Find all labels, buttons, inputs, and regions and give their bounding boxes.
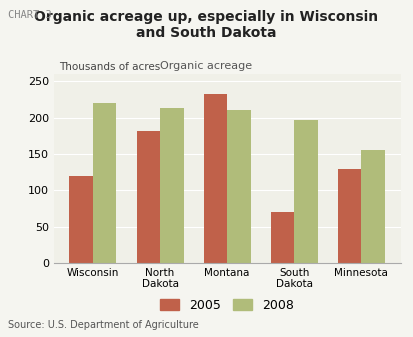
Text: Organic acreage up, especially in Wisconsin
and South Dakota: Organic acreage up, especially in Wiscon… — [34, 10, 379, 40]
Bar — [227, 111, 251, 263]
Bar — [160, 108, 183, 263]
Text: CHART 3: CHART 3 — [8, 10, 52, 20]
Bar — [294, 120, 318, 263]
Bar — [93, 103, 116, 263]
Bar — [338, 168, 361, 263]
Text: Organic acreage: Organic acreage — [160, 61, 253, 71]
Bar — [204, 94, 227, 263]
Bar — [361, 150, 385, 263]
Text: Source: U.S. Department of Agriculture: Source: U.S. Department of Agriculture — [8, 320, 199, 330]
Bar — [137, 131, 160, 263]
Text: Thousands of acres: Thousands of acres — [59, 62, 161, 72]
Bar — [271, 212, 294, 263]
Legend: 2005, 2008: 2005, 2008 — [155, 294, 299, 317]
Bar — [69, 176, 93, 263]
